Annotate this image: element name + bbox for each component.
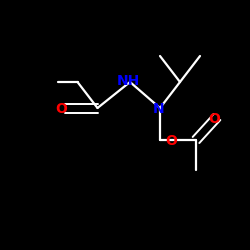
Text: O: O <box>165 134 177 148</box>
Text: O: O <box>208 112 220 126</box>
Text: O: O <box>55 102 67 116</box>
Text: NH: NH <box>117 74 140 88</box>
Text: N: N <box>153 102 164 116</box>
